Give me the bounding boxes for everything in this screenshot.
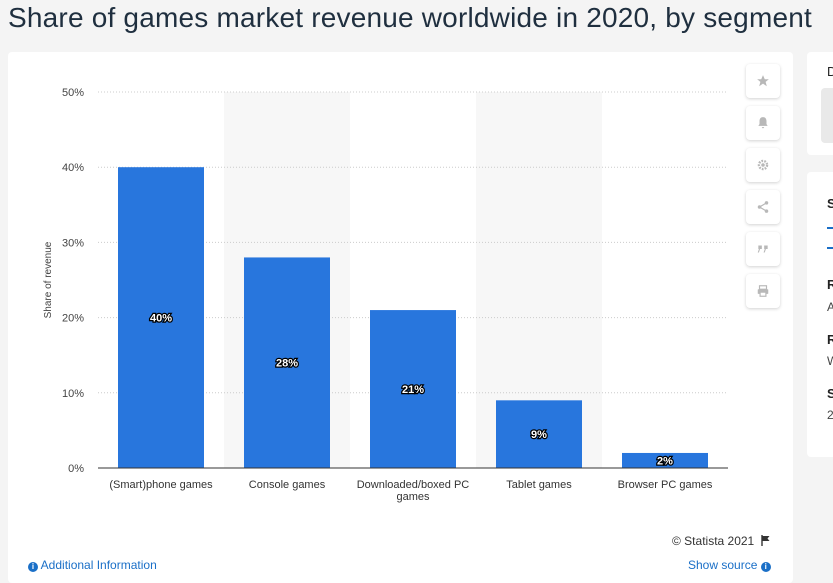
bar	[118, 167, 204, 468]
chart-title: Share of games market revenue worldwide …	[8, 2, 813, 33]
y-tick-label: 20%	[62, 313, 84, 325]
side-panel-heading: D	[827, 64, 833, 79]
side-panel-top: D	[807, 52, 833, 155]
share-button[interactable]	[746, 190, 780, 224]
additional-information-link[interactable]: i Additional Information	[28, 558, 157, 572]
star-icon	[757, 75, 769, 87]
side-panel-select[interactable]	[821, 88, 833, 143]
show-source-label: Show source	[688, 558, 758, 572]
bar	[244, 257, 330, 468]
favorite-button[interactable]	[746, 64, 780, 98]
data-label: 21%	[402, 384, 424, 396]
print-button[interactable]	[746, 274, 780, 308]
side-divider	[827, 227, 833, 229]
notify-button[interactable]	[746, 106, 780, 140]
share-icon	[757, 201, 769, 213]
flag-icon[interactable]	[760, 535, 771, 546]
bar	[370, 310, 456, 468]
bar	[622, 452, 708, 468]
info-icon: i	[28, 562, 38, 572]
settings-button[interactable]	[746, 148, 780, 182]
cite-button[interactable]	[746, 232, 780, 266]
info-icon: i	[760, 562, 771, 572]
x-tick-label: games	[396, 491, 430, 503]
side-detail-label: S	[827, 386, 833, 401]
copyright-text: © Statista 2021	[672, 534, 771, 548]
data-label: 28%	[276, 358, 298, 370]
x-tick-label: (Smart)phone games	[109, 479, 213, 491]
data-label: 9%	[531, 429, 547, 441]
quote-icon	[757, 245, 768, 253]
y-tick-label: 40%	[62, 162, 84, 174]
print-icon	[757, 285, 769, 297]
data-label: 40%	[150, 313, 172, 325]
copyright-label: © Statista 2021	[672, 534, 755, 548]
x-tick-label: Console games	[249, 479, 326, 491]
side-panel-details: S R A R W S 2	[807, 172, 833, 457]
y-tick-label: 0%	[68, 463, 84, 475]
y-tick-label: 50%	[62, 87, 84, 99]
side-detail-label: R	[827, 332, 833, 347]
side-detail-value: 2	[827, 408, 833, 422]
bell-icon	[758, 117, 768, 129]
x-tick-label: Browser PC games	[618, 479, 713, 491]
gear-icon	[757, 159, 769, 171]
y-tick-label: 30%	[62, 237, 84, 249]
side-detail-label: R	[827, 277, 833, 292]
side-detail-value: A	[827, 300, 833, 314]
side-divider	[827, 247, 833, 249]
side-detail-heading: S	[827, 196, 833, 211]
bar	[496, 400, 582, 468]
y-axis-title: Share of revenue	[43, 241, 54, 318]
x-tick-label: Downloaded/boxed PC	[357, 479, 470, 491]
chart-toolbar	[746, 64, 780, 316]
show-source-link[interactable]: Show source i	[688, 558, 771, 572]
data-label: 2%	[657, 455, 673, 467]
y-tick-label: 10%	[62, 388, 84, 400]
x-tick-label: Tablet games	[506, 479, 572, 491]
side-detail-value: W	[827, 354, 833, 368]
additional-information-label: Additional Information	[40, 558, 157, 572]
